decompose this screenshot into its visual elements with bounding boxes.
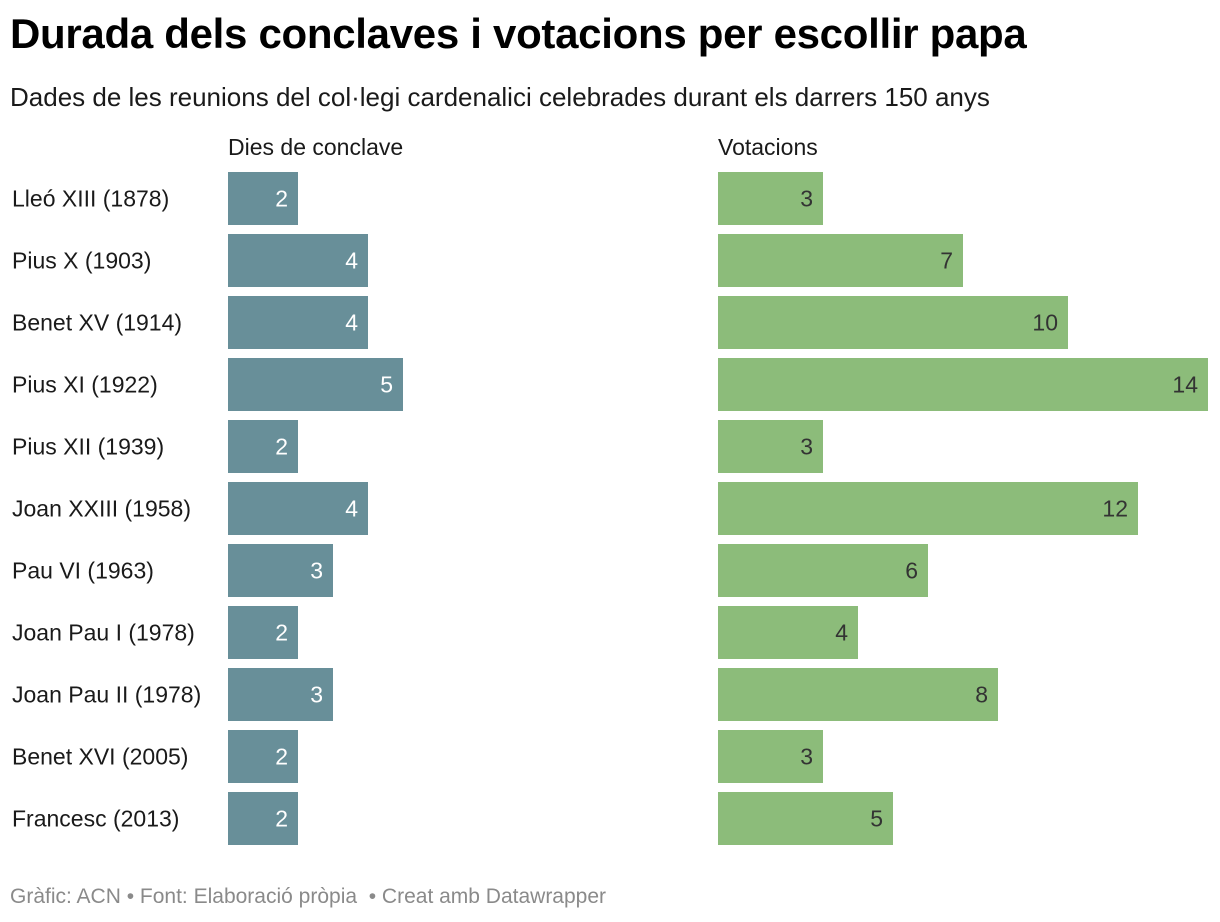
footer-source: Font: Elaboració pròpia <box>139 885 358 908</box>
category-label: Benet XVI (2005) <box>12 744 188 770</box>
category-label: Joan Pau I (1978) <box>12 620 195 646</box>
footer: Gràfic: ACN • Font: Elaboració pròpia • … <box>10 885 606 909</box>
days-column-header: Dies de conclave <box>228 134 404 160</box>
votes-value-label: 3 <box>800 186 813 212</box>
days-bar <box>228 234 368 287</box>
votes-value-label: 12 <box>1102 496 1128 522</box>
days-bar <box>228 482 368 535</box>
days-value-label: 5 <box>380 372 393 398</box>
votes-bar <box>718 606 858 659</box>
days-bar <box>228 420 298 473</box>
votes-value-label: 4 <box>835 620 848 646</box>
category-label: Francesc (2013) <box>12 806 179 832</box>
days-value-label: 2 <box>275 186 288 212</box>
footer-separator: • <box>368 885 377 908</box>
days-value-label: 4 <box>345 496 358 522</box>
category-label: Pius XII (1939) <box>12 434 164 460</box>
days-value-label: 2 <box>275 620 288 646</box>
days-bar <box>228 606 298 659</box>
votes-bar <box>718 234 963 287</box>
votes-value-label: 8 <box>975 682 988 708</box>
chart-subtitle: Dades de les reunions del col·legi carde… <box>10 82 990 112</box>
votes-bar <box>718 420 823 473</box>
footer-tool[interactable]: Creat amb Datawrapper <box>381 885 607 908</box>
footer-credit: Gràfic: ACN <box>10 885 121 908</box>
category-label: Lleó XIII (1878) <box>12 186 169 212</box>
days-value-label: 3 <box>310 558 323 584</box>
votes-bar <box>718 296 1068 349</box>
category-label: Benet XV (1914) <box>12 310 182 336</box>
days-bar <box>228 730 298 783</box>
votes-value-label: 5 <box>870 806 883 832</box>
days-bar <box>228 544 333 597</box>
votes-column-header: Votacions <box>718 134 818 160</box>
votes-bar <box>718 172 823 225</box>
votes-value-label: 7 <box>940 248 953 274</box>
days-value-label: 2 <box>275 434 288 460</box>
votes-value-label: 3 <box>800 744 813 770</box>
category-label: Joan Pau II (1978) <box>12 682 201 708</box>
days-bar <box>228 358 403 411</box>
days-value-label: 2 <box>275 744 288 770</box>
votes-value-label: 10 <box>1032 310 1058 336</box>
days-bar <box>228 296 368 349</box>
votes-value-label: 3 <box>800 434 813 460</box>
votes-bar <box>718 792 893 845</box>
votes-bar <box>718 730 823 783</box>
days-value-label: 4 <box>345 248 358 274</box>
days-value-label: 2 <box>275 806 288 832</box>
footer-separator: • <box>126 885 135 908</box>
votes-bar <box>718 544 928 597</box>
votes-value-label: 6 <box>905 558 918 584</box>
category-label: Joan XXIII (1958) <box>12 496 191 522</box>
days-bar <box>228 668 333 721</box>
days-bar <box>228 792 298 845</box>
category-label: Pau VI (1963) <box>12 558 154 584</box>
votes-value-label: 14 <box>1172 372 1198 398</box>
days-value-label: 3 <box>310 682 323 708</box>
chart-title: Durada dels conclaves i votacions per es… <box>10 10 1027 57</box>
votes-bar <box>718 358 1208 411</box>
days-value-label: 4 <box>345 310 358 336</box>
votes-bar <box>718 668 998 721</box>
days-bar <box>228 172 298 225</box>
category-label: Pius X (1903) <box>12 248 151 274</box>
votes-bar <box>718 482 1138 535</box>
category-label: Pius XI (1922) <box>12 372 158 398</box>
